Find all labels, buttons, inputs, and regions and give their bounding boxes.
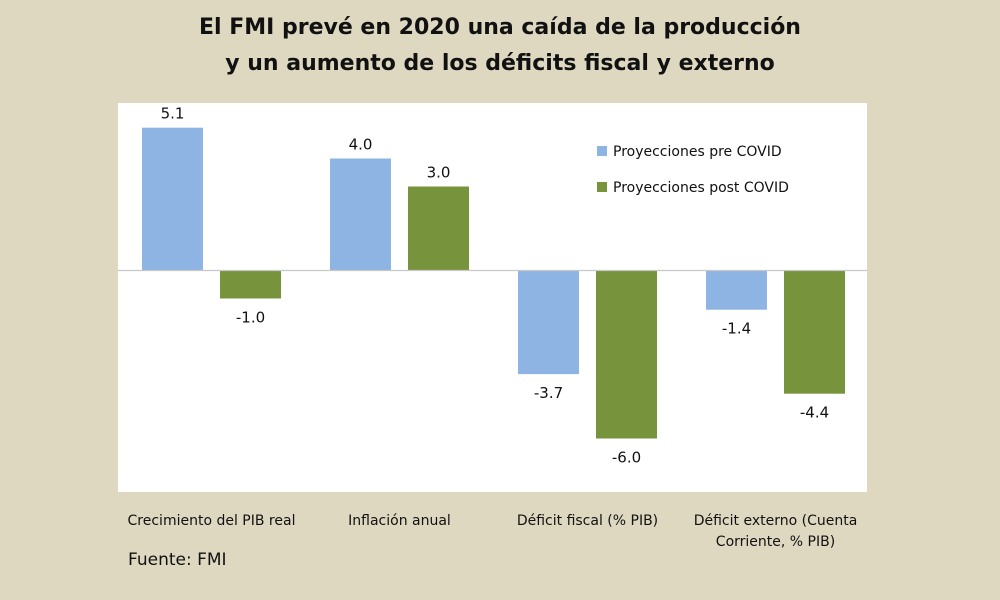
category-label-1-line-0: Inflación anual: [348, 513, 451, 529]
data-label-post-covid-3: -4.4: [800, 404, 829, 422]
chart-title-line-1: El FMI prevé en 2020 una caída de la pro…: [199, 15, 801, 40]
source-note: Fuente: FMI: [128, 550, 227, 570]
chart-title: El FMI prevé en 2020 una caída de la pro…: [0, 10, 1000, 82]
legend-swatch-post-covid: [597, 182, 607, 192]
bar-pre-covid-1: [330, 158, 391, 271]
category-label-0-line-0: Crecimiento del PIB real: [128, 513, 296, 529]
legend-swatch-pre-covid: [597, 146, 607, 156]
bars: [142, 127, 845, 439]
data-label-post-covid-0: -1.0: [236, 309, 265, 327]
category-label-3-line-1: Corriente, % PIB): [716, 534, 835, 550]
bar-post-covid-2: [596, 270, 657, 439]
data-labels: 5.1 -1.0 4.0 3.0 -3.7 -6.0 -1.4 -4.4: [161, 105, 830, 467]
chart-title-line-2: y un aumento de los déficits fiscal y ex…: [225, 51, 775, 76]
category-label-2-line-0: Déficit fiscal (% PIB): [517, 513, 658, 529]
bar-post-covid-0: [220, 270, 281, 299]
legend: Proyecciones pre COVID Proyecciones post …: [597, 144, 789, 196]
bar-post-covid-3: [784, 270, 845, 394]
data-label-post-covid-1: 3.0: [427, 164, 451, 182]
bar-post-covid-1: [408, 186, 469, 271]
category-labels: Crecimiento del PIB real Inflación anual D…: [128, 513, 858, 550]
category-label-3-line-0: Déficit externo (Cuenta: [694, 513, 858, 529]
data-label-pre-covid-0: 5.1: [161, 105, 185, 123]
bar-pre-covid-3: [706, 270, 767, 310]
data-label-pre-covid-2: -3.7: [534, 384, 563, 402]
data-label-post-covid-2: -6.0: [612, 449, 641, 467]
legend-label-post-covid: Proyecciones post COVID: [613, 180, 789, 196]
bar-pre-covid-2: [518, 270, 579, 375]
legend-label-pre-covid: Proyecciones pre COVID: [613, 144, 782, 160]
bar-pre-covid-0: [142, 127, 203, 271]
data-label-pre-covid-1: 4.0: [349, 136, 373, 154]
data-label-pre-covid-3: -1.4: [722, 320, 751, 338]
